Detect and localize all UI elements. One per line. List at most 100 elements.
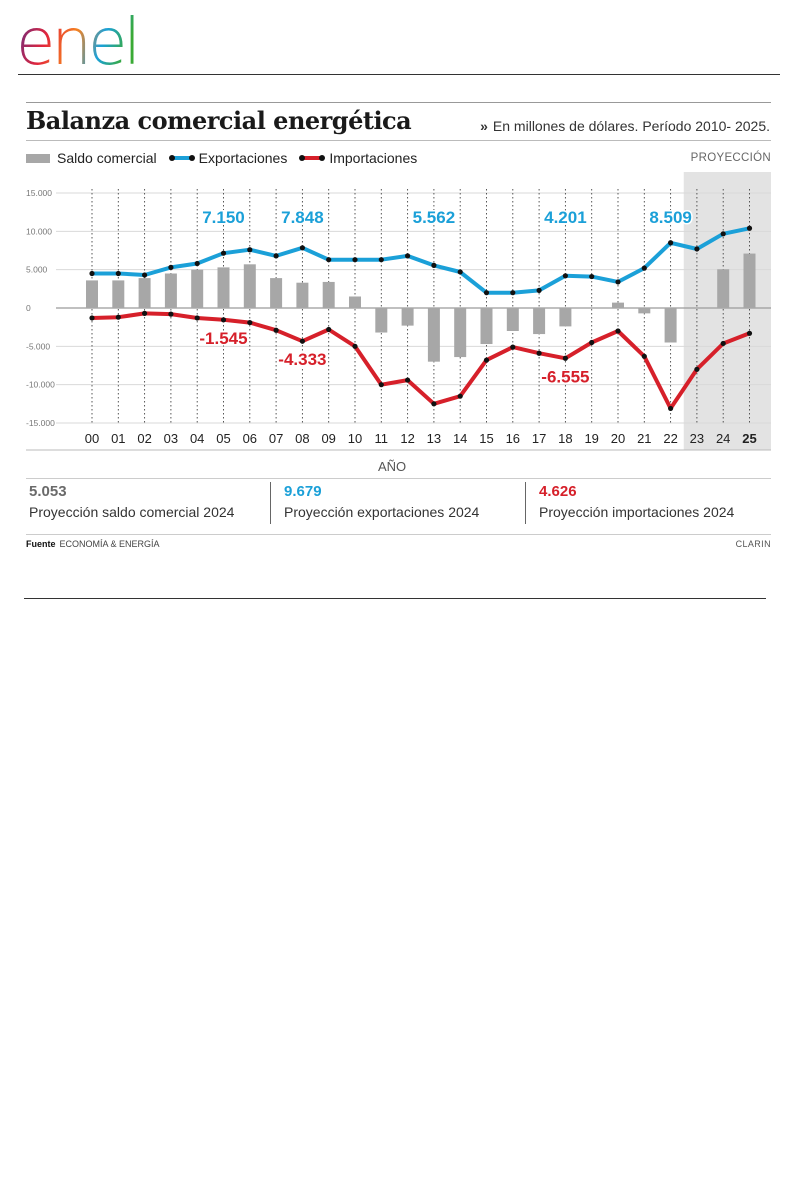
annotation-label: -4.333 [278,350,326,369]
imports-point [668,405,674,412]
title-divider [26,140,771,141]
bar-saldo [322,281,335,308]
x-tick-label: 05 [216,431,230,446]
y-tick-label: -10.000 [26,380,55,390]
logo-wordmark: enel [16,8,137,70]
stat-saldo-value: 5.053 [29,483,67,500]
exports-point [168,264,174,270]
imports-point [378,382,384,388]
legend-item-saldo: Saldo comercial [26,150,157,166]
y-tick-label: -5.000 [26,341,50,351]
bar-saldo [401,308,414,326]
x-tick-label: 03 [164,431,178,446]
chart-bottom-divider [26,478,771,479]
x-tick-label: 08 [295,431,309,446]
y-tick-label: 0 [26,303,31,313]
bar-saldo [375,308,388,333]
y-tick-label: -15.000 [26,418,55,428]
legend-label-imports: Importaciones [329,150,418,166]
stat-imports-value: 4.626 [539,483,577,500]
exports-point [746,225,753,231]
x-tick-label: 07 [269,431,283,446]
x-tick-label: 24 [716,431,730,446]
imports-point [142,310,148,316]
source-text: ECONOMÍA & ENERGÍA [59,539,160,549]
imports-point [247,319,253,326]
exports-point [589,273,595,280]
annotation-label: 7.848 [281,208,324,227]
imports-point [746,330,753,336]
stat-imports: 4.626 Proyección importaciones 2024 [525,482,769,524]
annotation-label: 8.509 [649,208,692,227]
bar-saldo [138,278,151,308]
exports-point [194,260,200,267]
bar-saldo [480,308,493,345]
chart-legend: Saldo comercial Exportaciones Importacio… [26,150,431,166]
bar-saldo [164,273,177,308]
bar-saldo [270,278,283,308]
stat-imports-label: Proyección importaciones 2024 [539,504,735,520]
exports-point [431,262,437,268]
bottom-divider [24,598,766,599]
legend-label-saldo: Saldo comercial [57,150,157,166]
exports-point [89,270,95,277]
exports-point [694,246,700,252]
bar-saldo [296,282,309,308]
x-tick-label: 06 [243,431,257,446]
y-tick-label: 5.000 [26,265,48,275]
exports-point [562,273,569,279]
imports-point [115,314,121,320]
bar-saldo [427,308,440,362]
source-note: Fuente ECONOMÍA & ENERGÍA [26,539,160,549]
exports-point [142,272,148,278]
imports-point [562,355,569,361]
imports-point [694,366,700,372]
projection-band [683,172,771,450]
projection-label: PROYECCIÓN [690,152,771,164]
exports-point [352,257,358,263]
exports-point [115,270,121,277]
imports-point [352,343,358,349]
stats-row: 5.053 Proyección saldo comercial 2024 9.… [26,482,771,524]
exports-point [668,240,674,246]
x-tick-label: 12 [400,431,414,446]
source-label: Fuente [26,539,56,549]
credit-text: CLARIN [735,539,771,549]
imports-point [194,315,200,321]
x-tick-label: 15 [479,431,493,446]
exports-point [378,257,384,263]
x-tick-label: 22 [663,431,677,446]
exports-point [457,269,463,275]
imports-point [720,340,726,347]
bar-saldo [559,308,572,327]
bar-saldo [743,253,756,308]
imports-point [510,344,516,350]
legend-imports-swatch [299,155,326,161]
imports-line [90,311,752,411]
x-tick-label: 00 [85,431,99,446]
annotation-label: 4.201 [544,208,587,227]
annotation-label: -1.545 [199,329,247,348]
annotation-label: 5.562 [413,208,456,227]
bar-saldo [243,264,256,308]
exports-point [220,250,227,256]
x-tick-label: 17 [532,431,546,446]
chart-subtitle: » En millones de dólares. Período 2010- 2… [480,118,770,134]
footer-divider [26,534,771,535]
legend-item-exports: Exportaciones [168,150,287,166]
double-chevron-icon: » [480,118,488,134]
bar-saldo [454,308,467,358]
trade-balance-chart: 15.000 10.000 5.000 0 -5.000 -10.000 -15.000 7.… [26,172,771,451]
x-tick-label: 21 [637,431,651,446]
imports-point [589,339,595,346]
legend-bar-swatch [26,153,50,163]
x-tick-label: 10 [348,431,362,446]
x-tick-label: 02 [137,431,151,446]
imports-point [431,401,437,407]
exports-point [641,265,647,271]
exports-point [326,257,332,263]
legend-item-imports: Importaciones [299,150,418,166]
bar-saldo [638,308,651,314]
exports-point [483,290,490,296]
top-divider [18,74,780,75]
